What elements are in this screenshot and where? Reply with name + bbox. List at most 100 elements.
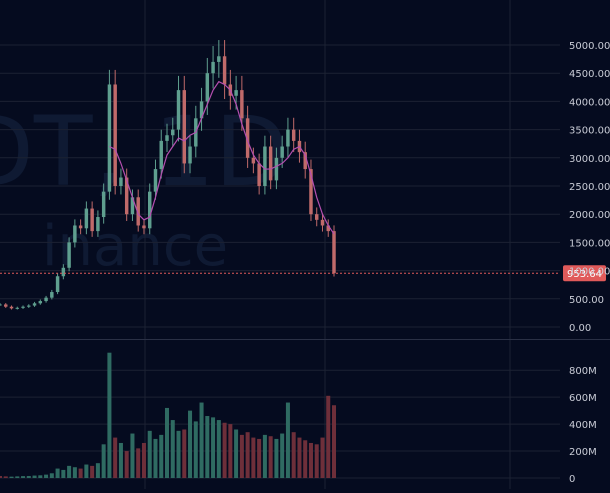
price-axis-tick: 5000.00 — [569, 41, 610, 52]
price-candles — [0, 40, 336, 310]
volume-bar — [44, 474, 49, 478]
volume-bar — [15, 476, 20, 478]
price-candle-body — [15, 307, 20, 309]
price-candle-body — [21, 306, 25, 308]
price-candle-body — [130, 197, 135, 215]
price-candle-body — [205, 73, 210, 102]
volume-bar — [188, 410, 193, 478]
volume-bar — [262, 434, 267, 478]
volume-bar — [72, 467, 77, 478]
volume-axis-tick: 600M — [569, 393, 597, 404]
volume-bar — [314, 444, 319, 478]
price-candle-body — [245, 118, 250, 158]
price-candle-body — [73, 225, 77, 243]
volume-bar — [61, 469, 66, 478]
price-candle-body — [142, 225, 146, 229]
volume-bar — [193, 421, 198, 478]
price-candle-body — [148, 191, 152, 229]
volume-bar — [285, 402, 290, 478]
price-candle-body — [78, 225, 83, 229]
price-candle-body — [217, 56, 221, 62]
volume-bar — [147, 430, 152, 478]
last-price-badge — [563, 265, 606, 282]
price-candle-body — [0, 304, 2, 306]
volume-bar — [326, 395, 331, 478]
price-candle-body — [96, 217, 100, 232]
volume-bar — [67, 465, 72, 478]
volume-bar — [90, 465, 95, 478]
price-axis: 5000.00 4500.00 4000.00 3500.00 3000.00 2500.… — [569, 41, 610, 334]
volume-bar — [205, 416, 210, 478]
volume-bar — [55, 468, 60, 478]
price-candle-body — [50, 292, 54, 298]
volume-bar — [234, 429, 239, 478]
volume-bar — [245, 432, 250, 478]
price-candle-body — [165, 135, 169, 141]
volume-bar — [228, 424, 233, 478]
price-candle-body — [44, 297, 48, 302]
volume-axis-tick: 800M — [569, 366, 597, 377]
price-axis-tick: 2000.00 — [569, 210, 610, 221]
volume-axis-tick: 200M — [569, 447, 597, 458]
price-candle-body — [240, 90, 244, 119]
price-candle-body — [199, 101, 204, 119]
price-candle-body — [315, 214, 319, 220]
volume-axis-tick: 0 — [569, 474, 575, 485]
price-axis-tick: 3500.00 — [569, 126, 610, 137]
volume-bar — [291, 432, 296, 478]
price-candle-body — [124, 177, 129, 215]
volume-bar — [216, 420, 221, 478]
price-candle-body — [332, 231, 336, 274]
price-candle-body — [211, 61, 215, 74]
volume-bar — [38, 475, 43, 478]
volume-bar — [274, 438, 279, 478]
volume-bar — [101, 444, 106, 478]
volume-bar — [280, 433, 285, 478]
volume-axis: 800M 600M 400M 200M 0 — [569, 366, 597, 485]
volume-bar — [124, 451, 129, 478]
volume-bar — [84, 464, 89, 478]
volume-bar — [331, 405, 337, 478]
price-axis-tick: 3000.00 — [569, 154, 610, 165]
last-price-marker: 953.64 — [0, 265, 606, 282]
volume-bar — [95, 463, 100, 478]
price-candle-body — [222, 56, 227, 85]
volume-bar — [182, 429, 187, 478]
volume-bar — [159, 434, 164, 478]
volume-axis-tick: 400M — [569, 420, 597, 431]
volume-bar — [3, 476, 8, 478]
price-candle-body — [257, 163, 261, 186]
price-candle-body — [32, 303, 37, 306]
watermark-exchange: inance — [42, 214, 228, 279]
moving-average — [109, 80, 335, 235]
price-candle-body — [153, 169, 158, 192]
price-axis-tick: 4000.00 — [569, 97, 610, 108]
volume-bar — [118, 442, 123, 478]
price-candle-body — [291, 129, 296, 141]
price-candle-body — [136, 197, 140, 226]
price-candle-body — [9, 306, 14, 309]
volume-bar — [170, 420, 175, 478]
price-candle-body — [90, 208, 94, 232]
price-candle-body — [320, 219, 325, 226]
price-candle-body — [171, 129, 175, 136]
price-candle-body — [268, 146, 273, 181]
volume-bar — [0, 475, 3, 478]
volume-bar — [239, 434, 244, 478]
volume-bars — [0, 352, 337, 478]
price-candle-body — [27, 305, 31, 307]
volume-bar — [9, 476, 14, 478]
price-candle-body — [309, 169, 313, 215]
price-candle-body — [326, 225, 330, 232]
price-candle-body — [55, 276, 60, 293]
price-candle-body — [84, 208, 89, 229]
price-candle-body — [176, 90, 181, 130]
price-candle-body — [119, 177, 123, 186]
volume-bar — [153, 438, 158, 478]
watermark-symbol: DT, 1D — [0, 96, 289, 208]
volume-bar — [303, 440, 308, 478]
volume-bar — [297, 437, 302, 478]
